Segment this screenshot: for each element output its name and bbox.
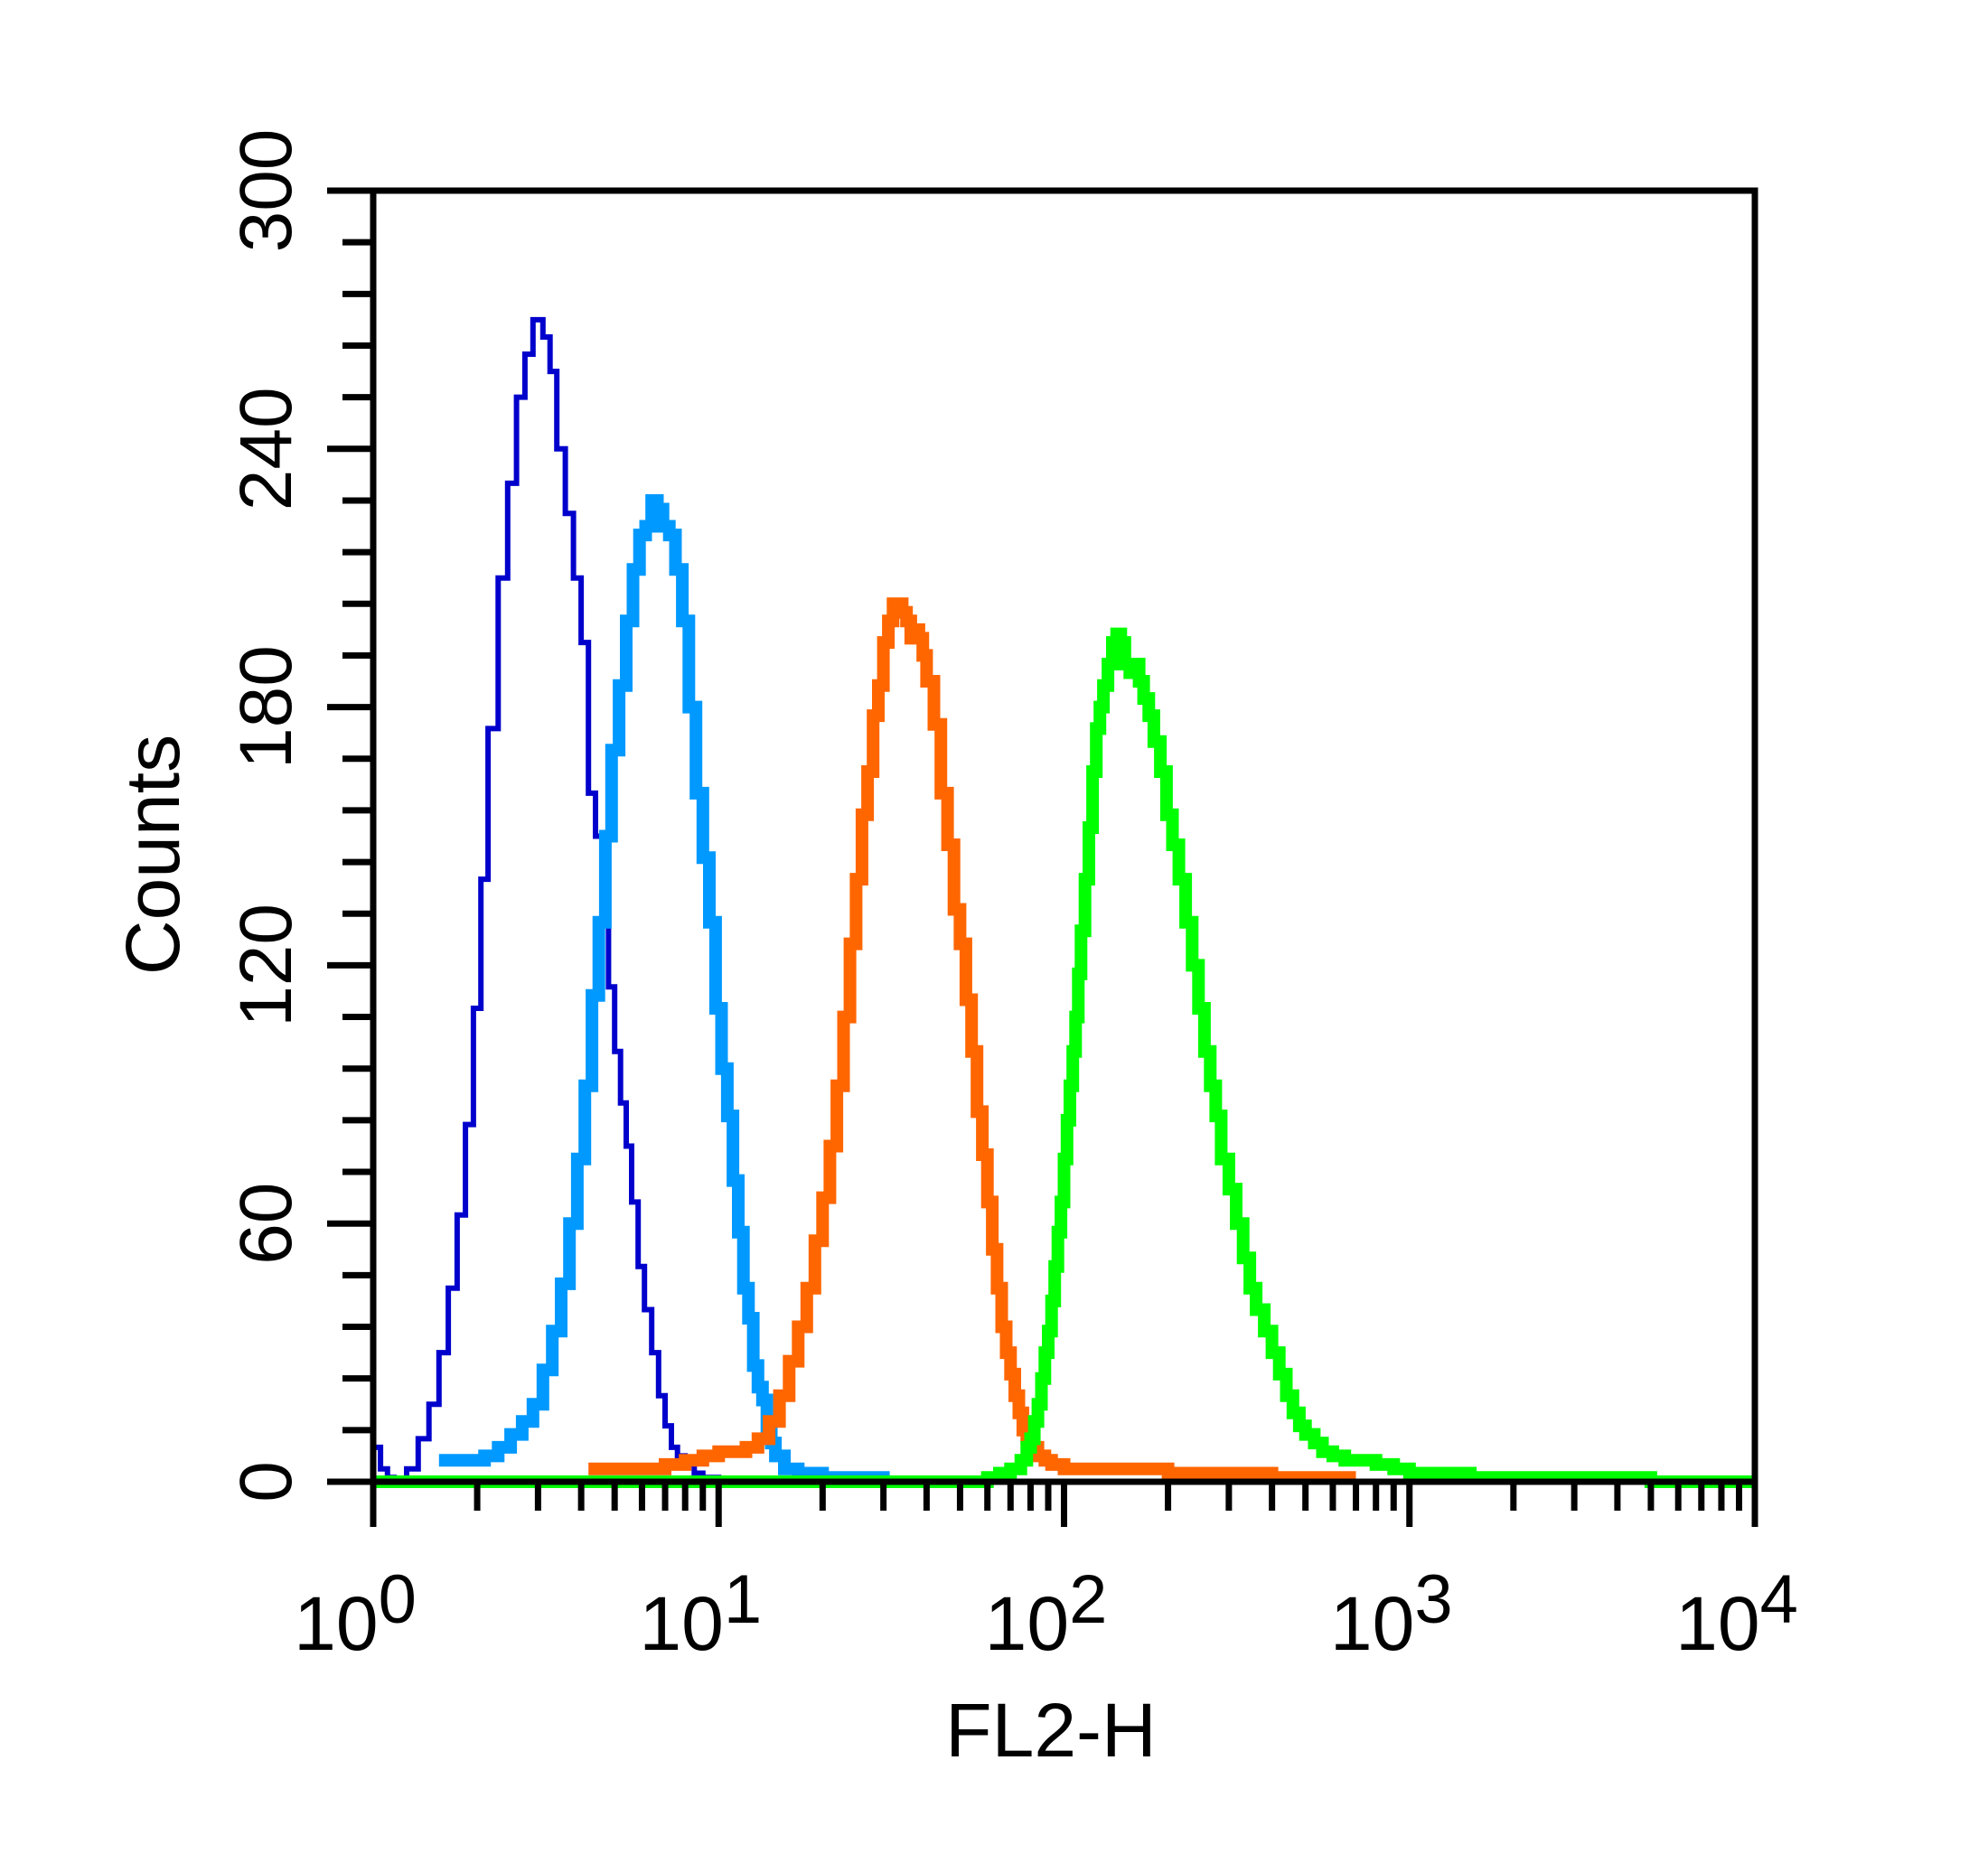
x-tick-base: 10: [1330, 1581, 1414, 1666]
y-tick-label: 120: [225, 904, 307, 1027]
y-axis-title: Counts: [110, 735, 195, 975]
series-line: [588, 597, 1356, 1484]
x-tick-base: 10: [1675, 1581, 1759, 1666]
x-tick-base: 10: [294, 1581, 378, 1666]
series-line: [438, 494, 890, 1484]
x-tick-label: 100: [294, 1561, 417, 1666]
x-tick-exponent: 1: [724, 1561, 762, 1638]
y-tick-label: 0: [225, 1461, 307, 1503]
x-tick-label: 104: [1675, 1561, 1798, 1666]
x-axis-title: FL2-H: [945, 1688, 1156, 1773]
y-tick-label: 60: [225, 1183, 307, 1265]
x-tick-label: 103: [1330, 1561, 1453, 1666]
x-tick-exponent: 4: [1760, 1561, 1798, 1638]
x-axis: 100 101 102 103 104: [294, 1482, 1798, 1666]
y-axis: 0 60 120 180 240 300: [225, 129, 373, 1503]
y-tick-label: 300: [225, 129, 307, 253]
x-tick-base: 10: [639, 1581, 723, 1666]
x-tick-label: 102: [985, 1561, 1108, 1666]
series-line: [373, 627, 1755, 1488]
x-tick-label: 101: [639, 1561, 762, 1666]
series-layer: [373, 316, 1755, 1488]
y-tick-label: 240: [225, 387, 307, 510]
x-tick-exponent: 0: [379, 1561, 417, 1638]
x-tick-exponent: 3: [1414, 1561, 1452, 1638]
y-tick-label: 180: [225, 645, 307, 769]
x-tick-base: 10: [985, 1581, 1069, 1666]
x-tick-exponent: 2: [1069, 1561, 1107, 1638]
series-line: [373, 316, 722, 1484]
